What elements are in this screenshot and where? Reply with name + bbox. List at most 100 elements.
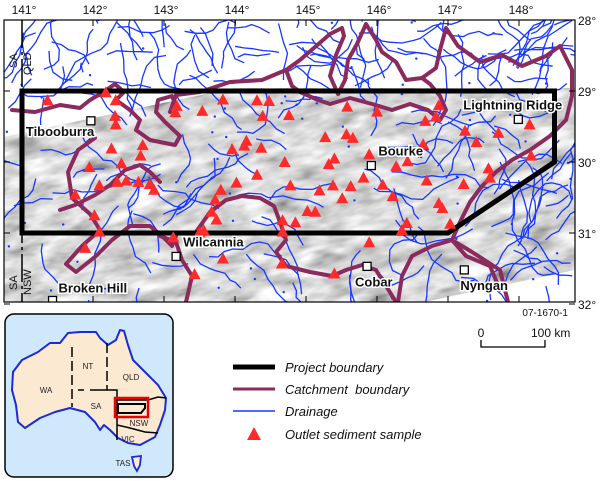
town-marker (362, 261, 372, 272)
drainage-line (43, 20, 60, 70)
drainage-pond (175, 181, 178, 184)
drainage-line (256, 138, 287, 150)
drainage-line (348, 250, 361, 302)
drainage-line (388, 233, 419, 276)
outlet-sample-triangle (79, 241, 92, 253)
drainage-pond (544, 82, 548, 85)
drainage-line (491, 172, 550, 228)
drainage-pond (455, 175, 459, 178)
outlet-sample-triangle (322, 158, 335, 170)
drainage-line (178, 69, 213, 86)
drainage-line (309, 20, 343, 45)
drainage-line (545, 194, 569, 207)
drainage-line (509, 259, 571, 281)
drainage-pond (249, 267, 253, 270)
drainage-line (129, 54, 167, 117)
drainage-line (80, 28, 94, 73)
drainage-line (119, 42, 134, 112)
drainage-line (354, 58, 395, 87)
outlet-sample-triangle (313, 184, 326, 196)
legend-label: Project boundary (285, 360, 385, 375)
map-frame (3, 19, 576, 303)
drainage-pond (524, 140, 527, 143)
drainage-line (192, 254, 242, 289)
state-label-nsw: NSW (22, 269, 34, 295)
town-label: Wilcannia (183, 234, 244, 249)
drainage-line (161, 20, 165, 48)
drainage-pond (315, 102, 318, 105)
drainage-line (237, 53, 271, 58)
outlet-sample-triangle (251, 94, 264, 106)
drainage-pond (282, 290, 285, 294)
catchment-boundary (10, 82, 182, 147)
lon-tick-label: 144° (225, 3, 250, 17)
inset-label-nt: NT (83, 362, 94, 371)
outlet-sample-triangle (376, 178, 389, 190)
drainage-pond (216, 157, 219, 161)
drainage-pond (410, 21, 413, 24)
drainage-line (517, 179, 529, 247)
drainage-line (285, 95, 323, 103)
scale-bar-line (480, 340, 546, 348)
state-label-sa-south: SA (8, 275, 20, 290)
drainage-line (229, 192, 324, 208)
drainage-line (135, 287, 140, 302)
drainage-line (269, 182, 334, 201)
drainage-line (79, 92, 128, 126)
drainage-line (4, 32, 37, 79)
outlet-sample-triangle (167, 231, 180, 243)
drainage-pond (347, 145, 350, 148)
lon-tick-label: 141° (12, 3, 37, 17)
inset-label-wa: WA (40, 386, 53, 395)
drainage-pond (231, 219, 235, 222)
outlet-sample-triangle (483, 171, 496, 183)
drainage-line (417, 226, 475, 283)
outlet-sample-triangle (436, 202, 449, 214)
legend-label: Outlet sediment sample (285, 427, 422, 442)
outlet-sample-triangle (319, 131, 332, 143)
drainage-line (220, 20, 237, 69)
drainage-pond (142, 47, 145, 50)
outlet-sample-triangle (188, 268, 201, 280)
outlet-sample-triangle (341, 100, 354, 112)
outlet-sample-triangle (83, 160, 96, 172)
outlet-sample-triangle (417, 138, 430, 150)
outlet-sample-triangle (482, 162, 495, 174)
drainage-pond (49, 289, 53, 292)
drainage-pond (225, 135, 228, 139)
outlet-sample-triangle (111, 175, 124, 187)
drainage-line (504, 246, 538, 283)
drainage-line (522, 167, 544, 240)
outlet-sample-triangle (492, 126, 505, 138)
drainage-line (277, 23, 289, 80)
drainage-line (497, 20, 521, 68)
drainage-line (447, 121, 476, 171)
drainage-line (404, 108, 462, 166)
longitude-ticks: 141° 142° 143° 144° 145° 146° 147° 148° (12, 3, 534, 302)
drainage-pond (62, 223, 65, 226)
inset-label-tas: TAS (116, 459, 131, 468)
outlet-sample-triangle (390, 160, 403, 172)
outlet-sample-triangle (105, 142, 118, 154)
drainage-line (505, 232, 560, 285)
latitude-ticks: 28° 29° 30° 31° 32° (4, 14, 596, 312)
drainage-line (330, 20, 340, 30)
town-label: Cobar (355, 274, 393, 289)
drainage-line (484, 262, 536, 292)
outlet-sample-triangle (88, 209, 101, 221)
outlet-sediment-samples (41, 86, 538, 280)
drainage-pond (211, 131, 214, 134)
drainage-line (506, 20, 532, 42)
lon-tick-label: 148° (509, 3, 534, 17)
drainage-pond (353, 199, 356, 202)
drainage-pond (455, 237, 458, 240)
outlet-sample-triangle (41, 94, 54, 106)
tasmania (130, 454, 143, 473)
town-marker (459, 265, 469, 275)
drainage-line (263, 253, 300, 276)
triangle-icon (247, 427, 261, 440)
outlet-sample-triangle (169, 106, 182, 118)
drainage-line (517, 44, 574, 70)
drainage-line (20, 66, 66, 98)
scale-end-label: 100 km (531, 326, 570, 340)
